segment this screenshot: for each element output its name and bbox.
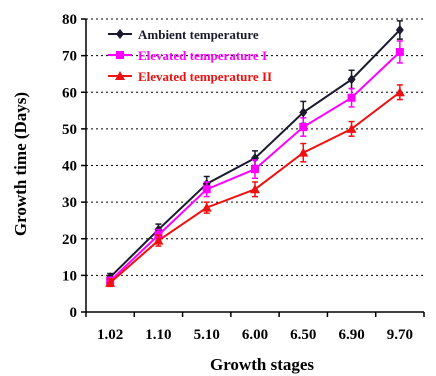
y-axis-title: Growth time (Days) [11, 92, 30, 236]
x-tick-labels: 1.02 1.10 5.10 6.00 6.50 6.90 9.70 [97, 327, 413, 343]
data-point [347, 93, 356, 102]
data-point [299, 107, 308, 118]
y-tick-label: 60 [62, 85, 77, 101]
data-point [395, 47, 404, 56]
x-tick-label: 6.50 [290, 327, 316, 343]
legend-label: Elevated temperature II [138, 69, 272, 84]
y-tick-labels: 0 10 20 30 40 50 60 70 80 [62, 12, 77, 321]
x-tick-label: 1.02 [97, 327, 123, 343]
x-tick-label: 6.00 [242, 327, 268, 343]
data-point [153, 235, 164, 245]
legend-label: Ambient temperature [138, 27, 259, 42]
y-tick-label: 30 [62, 195, 77, 211]
legend-marker [115, 71, 125, 80]
y-tick-label: 0 [70, 305, 78, 321]
y-tick-label: 70 [62, 49, 77, 65]
legend-marker [116, 51, 124, 59]
data-point [346, 123, 357, 133]
axes [81, 18, 425, 317]
legend-entry-3: Elevated temperature II [108, 69, 272, 84]
x-tick-label: 6.90 [338, 327, 364, 343]
x-tick-label: 1.10 [145, 327, 171, 343]
data-point [394, 87, 405, 97]
legend-entry-1: Ambient temperature [108, 27, 259, 42]
legend-marker [116, 29, 124, 39]
x-axis-title: Growth stages [210, 355, 314, 374]
legend: Ambient temperature Elevated temperature … [108, 27, 272, 84]
data-point [202, 185, 211, 194]
y-tick-label: 40 [62, 159, 77, 175]
y-tick-label: 50 [62, 122, 77, 138]
data-point [251, 165, 259, 174]
x-tick-label: 9.70 [387, 327, 413, 343]
data-point [105, 277, 116, 287]
data-point [299, 123, 308, 132]
legend-label: Elevated temperature I [138, 48, 267, 63]
legend-entry-2: Elevated temperature I [108, 48, 267, 63]
data-point [298, 147, 309, 157]
x-tick-label: 5.10 [194, 327, 220, 343]
y-tick-label: 20 [62, 232, 77, 248]
data-series [105, 20, 405, 288]
data-point [250, 184, 260, 194]
y-tick-label: 10 [62, 268, 77, 284]
y-tick-label: 80 [62, 12, 77, 28]
series-3 [105, 84, 405, 288]
data-point [395, 24, 404, 35]
data-point [347, 74, 356, 85]
grid-lines [86, 18, 424, 276]
data-point [201, 202, 212, 212]
